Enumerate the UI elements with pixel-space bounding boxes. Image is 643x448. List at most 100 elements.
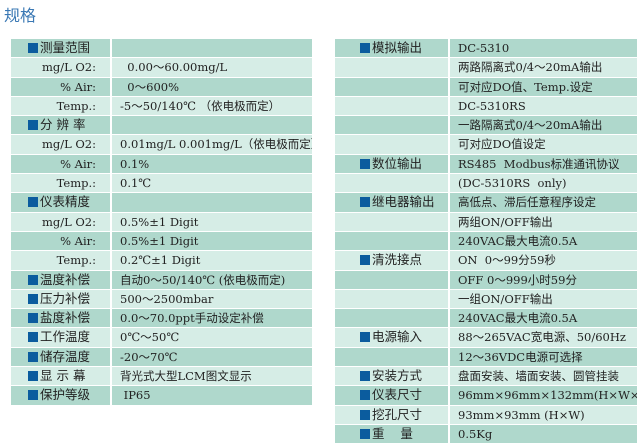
spec-value — [112, 116, 312, 134]
spec-value: 0.00～60.00mg/L — [120, 60, 228, 75]
spec-label-text: Temp.: — [56, 176, 96, 191]
spec-label-text: 安装方式 — [372, 368, 423, 384]
spec-label: % Air: — [11, 154, 112, 174]
spec-row: % Air: 0～600% — [11, 77, 312, 97]
spec-label-text: % Air: — [60, 156, 96, 171]
spec-row: % Air: 0.5%±1 Digit — [11, 231, 312, 252]
spec-label: 清洗接点 — [335, 251, 450, 270]
spec-label-text: 工作温度 — [40, 329, 91, 345]
spec-value: 0.01mg/L 0.001mg/L（依电极而定） — [120, 137, 312, 152]
spec-value: -20～70℃ — [120, 349, 178, 364]
spec-label — [335, 77, 450, 96]
spec-label: 仪表精度 — [11, 193, 112, 212]
spec-value: IP65 — [120, 388, 151, 403]
spec-value: 0.0～70.0ppt手动设定补偿 — [120, 311, 264, 326]
spec-label: 数位输出 — [335, 154, 450, 174]
spec-label: % Air: — [11, 77, 112, 96]
spec-value: 0.5%±1 Digit — [120, 233, 199, 248]
spec-label-text: mg/L O2: — [41, 137, 96, 152]
spec-label — [335, 135, 450, 154]
spec-row: mg/L O2: 0.5%±1 Digit — [11, 212, 312, 232]
spec-value: 0.2℃±1 Digit — [120, 253, 201, 268]
spec-label-text: 数位输出 — [372, 155, 423, 171]
spec-label: 模拟输出 — [335, 39, 450, 58]
spec-label-text: Temp.: — [56, 253, 96, 268]
bullet-square-icon — [28, 274, 38, 285]
spec-row: 清洗接点 ON 0～99分59秒 — [335, 251, 637, 271]
spec-row: 测量范围 — [11, 39, 312, 59]
spec-value — [112, 39, 312, 57]
spec-label — [335, 289, 450, 309]
spec-row: 分 辨 率 — [11, 116, 312, 136]
spec-label: 安装方式 — [335, 367, 450, 386]
spec-value: 240VAC最大电流0.5A — [458, 311, 578, 326]
spec-label: 温度补偿 — [11, 270, 112, 289]
bullet-square-icon — [360, 158, 370, 169]
spec-row: 安装方式 盘面安装、墙面安装、圆管挂装 — [335, 367, 637, 387]
spec-value: 96mm×96mm×132mm(H×W×D) — [458, 388, 637, 403]
spec-row: Temp.: 0.1℃ — [11, 174, 312, 194]
spec-label-text: 显 示 幕 — [40, 368, 86, 384]
spec-value: -5～50/140℃ （依电极而定） — [120, 98, 281, 113]
spec-value: DC-5310 — [458, 41, 510, 55]
bullet-square-icon — [360, 43, 370, 53]
spec-value: 背光式大型LCM图文显示 — [120, 369, 252, 384]
bullet-square-icon — [28, 197, 38, 208]
spec-label: 分 辨 率 — [11, 116, 112, 135]
spec-label-text: 分 辨 率 — [40, 117, 86, 133]
spec-label — [335, 347, 450, 367]
spec-value: RS485 Modbus标准通讯协议 — [458, 156, 620, 171]
bullet-square-icon — [360, 332, 370, 343]
spec-value: 12～36VDC电源可选择 — [458, 349, 583, 364]
spec-label: 保护等级 — [11, 386, 112, 405]
spec-label: mg/L O2: — [11, 135, 112, 154]
spec-row: 储存温度 -20～70℃ — [11, 347, 312, 368]
spec-value: 两路隔离式0/4～20mA输出 — [458, 60, 603, 75]
bullet-square-icon — [28, 351, 38, 362]
spec-label: Temp.: — [11, 174, 112, 193]
bullet-square-icon — [28, 371, 38, 382]
spec-label: 盐度补偿 — [11, 309, 112, 328]
bullet-square-icon — [360, 255, 370, 266]
spec-label: Temp.: — [11, 96, 112, 116]
spec-label-text: Temp.: — [56, 98, 96, 113]
spec-label: mg/L O2: — [11, 212, 112, 231]
spec-row: DC-5310RS — [335, 96, 637, 117]
spec-row: 模拟输出 DC-5310 — [335, 39, 637, 59]
spec-label: 储存温度 — [11, 347, 112, 367]
spec-row: Temp.: -5～50/140℃ （依电极而定） — [11, 96, 312, 117]
spec-label-text: 测量范围 — [40, 40, 91, 55]
spec-label-text: 重 量 — [372, 425, 413, 441]
spec-row: % Air: 0.1% — [11, 154, 312, 175]
spec-row: 可对应DO值、Temp.设定 — [335, 77, 637, 97]
spec-table-left: 测量范围 mg/L O2: 0.00～60.00mg/L% Air: 0～600%… — [11, 39, 312, 406]
spec-value: 88～265VAC宽电源、50/60Hz — [458, 330, 626, 345]
spec-label: 电源输入 — [335, 328, 450, 347]
spec-label-text: mg/L O2: — [41, 214, 96, 229]
spec-label-text: 储存温度 — [40, 348, 91, 364]
spec-label — [335, 212, 450, 231]
spec-value: 一路隔离式0/4～20mA输出 — [458, 118, 603, 133]
spec-row: 压力补偿 500～2500mbar — [11, 289, 312, 310]
spec-row: 仪表尺寸 96mm×96mm×132mm(H×W×D) — [335, 386, 637, 406]
spec-value: 500～2500mbar — [120, 291, 214, 306]
spec-label: % Air: — [11, 231, 112, 251]
spec-value: 可对应DO值设定 — [458, 137, 546, 152]
spec-row: Temp.: 0.2℃±1 Digit — [11, 251, 312, 271]
spec-row: 12～36VDC电源可选择 — [335, 347, 637, 368]
spec-value: 0～600% — [120, 79, 180, 94]
spec-label — [335, 231, 450, 251]
spec-label — [335, 96, 450, 116]
spec-label: 压力补偿 — [11, 289, 112, 309]
spec-label-text: 仪表精度 — [40, 194, 91, 210]
spec-label: mg/L O2: — [11, 58, 112, 77]
spec-row: 一组ON/OFF输出 — [335, 289, 637, 310]
bullet-square-icon — [28, 332, 38, 343]
spec-row: 保护等级 IP65 — [11, 386, 312, 406]
spec-label-text: 模拟输出 — [372, 40, 423, 55]
spec-label — [335, 270, 450, 289]
spec-row: mg/L O2: 0.00～60.00mg/L — [11, 58, 312, 78]
spec-row: (DC-5310RS only) — [335, 174, 637, 194]
spec-label: 挖孔尺寸 — [335, 405, 450, 424]
bullet-square-icon — [28, 120, 38, 131]
